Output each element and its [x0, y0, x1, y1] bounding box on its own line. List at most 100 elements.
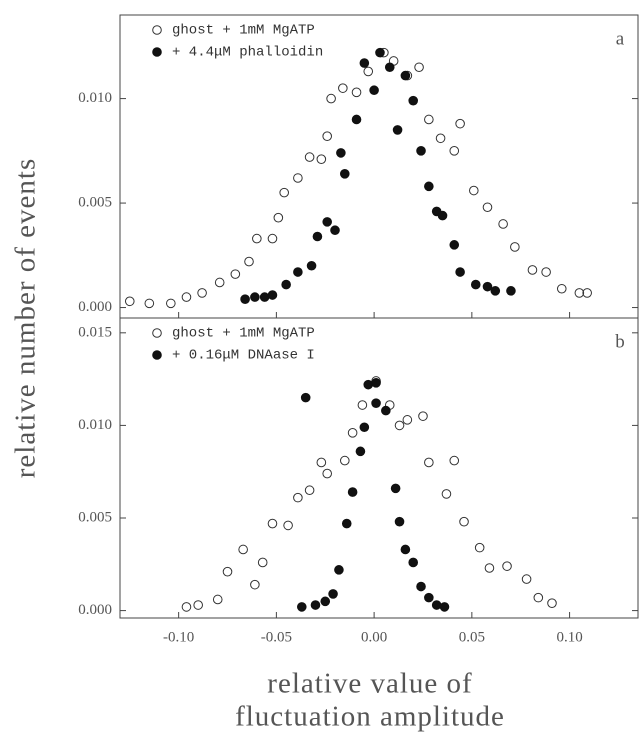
data-point — [334, 565, 344, 575]
data-point — [281, 279, 291, 290]
data-point — [363, 66, 374, 77]
legend-label: + 4.4μM phalloidin — [172, 45, 323, 61]
data-point — [293, 173, 303, 183]
data-point — [359, 422, 370, 433]
data-point — [197, 288, 207, 298]
panel-label: a — [616, 28, 625, 49]
data-point — [470, 279, 481, 290]
data-point — [455, 267, 465, 277]
data-point — [244, 256, 254, 267]
x-axis-label: relative value of — [267, 668, 472, 700]
data-point — [394, 420, 405, 431]
data-point — [193, 600, 203, 610]
data-point — [330, 225, 340, 236]
data-point — [469, 185, 479, 196]
data-point — [455, 118, 465, 129]
data-point — [502, 561, 512, 571]
data-point — [521, 574, 532, 584]
data-point — [181, 292, 192, 302]
data-point — [316, 457, 327, 468]
data-point — [293, 492, 303, 503]
data-point — [267, 290, 278, 300]
data-point — [416, 146, 426, 156]
data-point — [296, 602, 307, 612]
data-point — [293, 267, 303, 277]
data-point — [375, 47, 385, 58]
legend-label: ghost + 1mM MgATP — [172, 326, 315, 342]
data-point — [347, 487, 358, 497]
data-point — [418, 411, 428, 421]
data-point — [449, 146, 460, 156]
data-point — [424, 592, 434, 603]
data-point — [527, 265, 538, 275]
data-point — [482, 202, 493, 213]
data-point — [439, 602, 450, 612]
data-point — [371, 378, 381, 388]
data-point — [547, 598, 557, 608]
data-point — [222, 566, 233, 577]
data-point — [267, 233, 278, 244]
data-point — [424, 181, 434, 192]
data-point — [283, 520, 293, 531]
x-tick-label: -0.10 — [163, 629, 194, 645]
data-point — [124, 296, 135, 307]
data-point — [357, 400, 368, 410]
y-axis-label: relative number of events — [10, 158, 42, 479]
data-point — [482, 281, 493, 292]
data-point — [414, 62, 424, 73]
data-point — [441, 489, 452, 499]
y-tick-label: 0.005 — [78, 195, 112, 211]
data-point — [326, 93, 336, 104]
data-point — [240, 294, 250, 304]
x-tick-label: 0.05 — [459, 629, 485, 645]
legend-marker — [152, 350, 162, 360]
data-point — [259, 292, 270, 302]
data-point — [408, 557, 419, 568]
data-point — [394, 516, 405, 527]
data-point — [322, 131, 333, 141]
y-tick-label: 0.010 — [78, 417, 112, 433]
data-point — [214, 277, 225, 288]
data-point — [300, 392, 311, 403]
data-point — [304, 485, 315, 496]
data-point — [312, 231, 323, 242]
data-point — [339, 455, 350, 466]
legend-marker — [152, 328, 162, 338]
data-point — [341, 518, 352, 529]
data-point — [257, 557, 268, 568]
data-point — [336, 148, 346, 158]
data-point — [459, 516, 469, 527]
data-point — [498, 219, 508, 229]
data-point — [359, 58, 370, 68]
x-axis-label: fluctuation amplitude — [235, 701, 505, 733]
data-point — [541, 267, 551, 277]
data-point — [402, 415, 413, 425]
data-point — [250, 292, 260, 302]
data-point — [273, 212, 284, 223]
data-point — [351, 87, 362, 98]
data-point — [506, 286, 516, 296]
y-tick-label: 0.005 — [78, 509, 112, 525]
data-point — [181, 602, 192, 612]
data-point — [490, 286, 501, 296]
data-point — [390, 483, 401, 494]
data-point — [320, 596, 331, 607]
data-point — [449, 455, 460, 466]
data-point — [355, 446, 366, 457]
x-tick-label: -0.05 — [261, 629, 292, 645]
data-point — [267, 518, 278, 529]
y-tick-label: 0.015 — [78, 324, 112, 340]
data-point — [310, 600, 321, 610]
data-point — [384, 62, 395, 73]
data-point — [424, 114, 434, 125]
data-point — [279, 187, 289, 198]
data-point — [250, 579, 260, 590]
data-point — [381, 405, 391, 416]
data-point — [400, 544, 411, 555]
data-point — [408, 95, 419, 106]
data-point — [369, 85, 379, 96]
data-point — [431, 600, 442, 610]
data-point — [533, 592, 544, 603]
data-point — [510, 242, 520, 252]
